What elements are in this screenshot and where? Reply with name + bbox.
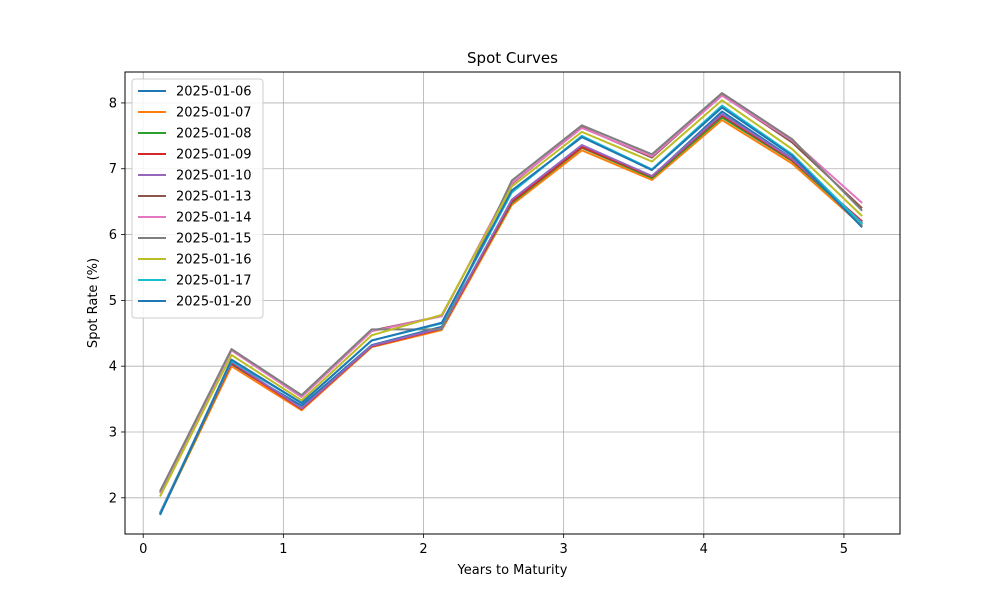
chart-title: Spot Curves (467, 49, 558, 67)
legend-entry: 2025-01-08 (176, 127, 252, 142)
x-tick-label: 2 (419, 542, 427, 557)
y-tick-label: 6 (109, 228, 117, 243)
x-tick-label: 0 (139, 542, 147, 557)
legend-entry: 2025-01-14 (176, 211, 252, 226)
series-lines (159, 92, 863, 516)
y-axis-label: Spot Rate (%) (86, 258, 101, 348)
legend-entry: 2025-01-16 (176, 253, 252, 268)
legend-entry: 2025-01-15 (176, 232, 252, 247)
legend-entry: 2025-01-20 (176, 295, 252, 310)
series-line (159, 113, 863, 514)
legend-entry: 2025-01-09 (176, 148, 252, 163)
series-line (159, 99, 863, 497)
legend-entry: 2025-01-06 (176, 85, 252, 100)
x-tick-label: 3 (560, 542, 568, 557)
legend-entry: 2025-01-17 (176, 274, 252, 289)
plot-frame (124, 71, 901, 535)
legend-entry: 2025-01-07 (176, 106, 252, 121)
x-tick-label: 4 (700, 542, 708, 557)
y-tick-label: 4 (109, 360, 117, 375)
x-tick-label: 1 (279, 542, 287, 557)
y-tick-label: 5 (109, 294, 117, 309)
series-line (159, 94, 863, 494)
legend-entry: 2025-01-10 (176, 169, 252, 184)
y-tick-label: 7 (109, 162, 117, 177)
series-line (159, 106, 863, 516)
y-tick-label: 2 (109, 491, 117, 506)
series-line (159, 92, 863, 492)
x-axis-label: Years to Maturity (457, 563, 568, 578)
x-tick-label: 5 (840, 542, 848, 557)
legend: 2025-01-06 2025-01-07 2025-01-08 2025-01-09… (131, 78, 264, 319)
axis-ticks: 0 1 2 3 4 5 2 3 4 5 6 7 8 (109, 96, 848, 557)
y-tick-label: 8 (109, 96, 117, 111)
y-tick-label: 3 (109, 425, 117, 440)
legend-entry: 2025-01-13 (176, 190, 252, 205)
